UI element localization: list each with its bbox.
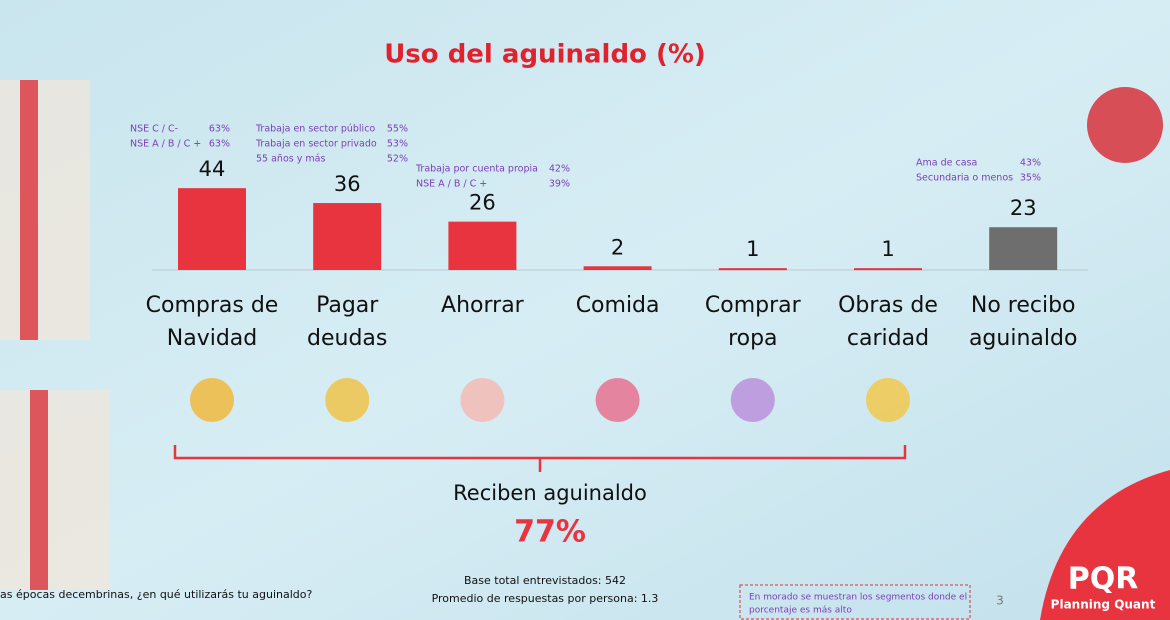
segment-value: 43% bbox=[1020, 158, 1041, 169]
note: En morado se muestran los segmentos dond… bbox=[749, 593, 967, 603]
bar bbox=[989, 227, 1058, 270]
data-label: 44 bbox=[199, 157, 226, 181]
segment-label: Ama de casa bbox=[916, 158, 977, 169]
logo-background bbox=[1040, 470, 1170, 620]
chart-title: Uso del aguinaldo (%) bbox=[384, 40, 706, 70]
data-label: 1 bbox=[881, 237, 894, 261]
x-tick-label: Compras de bbox=[146, 293, 279, 318]
question: as épocas decembrinas, ¿en qué utilizará… bbox=[0, 588, 313, 601]
bar bbox=[718, 268, 787, 271]
x-tick-label: Obras de bbox=[838, 293, 938, 318]
segment-label: Secundaria o menos bbox=[916, 173, 1013, 184]
category-icon bbox=[866, 378, 910, 422]
x-tick-label: Comida bbox=[576, 293, 660, 318]
base-text: Base total entrevistados: 542 bbox=[464, 574, 626, 587]
category-icon bbox=[730, 378, 775, 422]
ribbon-decoration bbox=[20, 80, 38, 340]
segment-value: 52% bbox=[387, 154, 408, 165]
segment-label: NSE C / C- bbox=[130, 124, 178, 135]
x-tick-label: deudas bbox=[307, 326, 387, 351]
ribbon-decoration bbox=[30, 390, 48, 590]
logo: PQR bbox=[1068, 562, 1139, 597]
bar bbox=[854, 268, 922, 271]
x-tick-label: Pagar bbox=[316, 293, 379, 318]
bar bbox=[313, 203, 382, 270]
data-label: 23 bbox=[1010, 196, 1037, 220]
data-label: 36 bbox=[334, 172, 361, 196]
data-label: 26 bbox=[469, 191, 496, 215]
segment-value: 35% bbox=[1020, 173, 1041, 184]
ornament-decoration bbox=[1087, 87, 1163, 163]
category-icon bbox=[325, 378, 370, 422]
x-tick-label: ropa bbox=[728, 326, 777, 351]
bar bbox=[448, 221, 517, 270]
category-icon bbox=[190, 378, 234, 422]
segment-label: NSE A / B / C + bbox=[130, 139, 201, 150]
segment-value: 39% bbox=[549, 179, 570, 190]
segment-value: 53% bbox=[387, 139, 408, 150]
segment-label: Trabaja por cuenta propia bbox=[415, 164, 538, 175]
category-icon bbox=[595, 378, 640, 422]
x-tick-label: Ahorrar bbox=[441, 293, 525, 318]
segment-label: Trabaja en sector público bbox=[255, 124, 375, 135]
bar bbox=[583, 266, 652, 270]
x-tick-label: Comprar bbox=[705, 293, 802, 318]
bracket-label: Reciben aguinaldo bbox=[453, 481, 647, 505]
x-tick-label: caridad bbox=[847, 326, 929, 351]
gift-decoration bbox=[0, 390, 110, 590]
segment-label: Trabaja en sector privado bbox=[255, 139, 377, 150]
segment-label: NSE A / B / C + bbox=[416, 179, 487, 190]
category-icon bbox=[460, 378, 505, 422]
bar bbox=[178, 188, 246, 270]
segment-label: 55 años y más bbox=[256, 154, 325, 165]
base-text: Promedio de respuestas por persona: 1.3 bbox=[432, 592, 659, 605]
x-tick-label: Navidad bbox=[167, 326, 257, 351]
gift-decoration bbox=[0, 80, 90, 340]
data-label: 1 bbox=[746, 237, 759, 261]
x-tick-label: No recibo bbox=[971, 293, 1076, 318]
bracket-value: 77% bbox=[514, 515, 586, 550]
segment-value: 55% bbox=[387, 124, 408, 135]
segment-value: 63% bbox=[209, 139, 230, 150]
bracket bbox=[173, 445, 907, 472]
segment-value: 42% bbox=[549, 164, 570, 175]
note: porcentaje es más alto bbox=[749, 606, 852, 616]
logo-subtitle: Planning Quant bbox=[1051, 598, 1156, 612]
segment-value: 63% bbox=[209, 124, 230, 135]
x-tick-label: aguinaldo bbox=[969, 326, 1077, 351]
note-box bbox=[739, 584, 971, 620]
data-label: 2 bbox=[611, 235, 624, 259]
page-number: 3 bbox=[996, 594, 1004, 608]
